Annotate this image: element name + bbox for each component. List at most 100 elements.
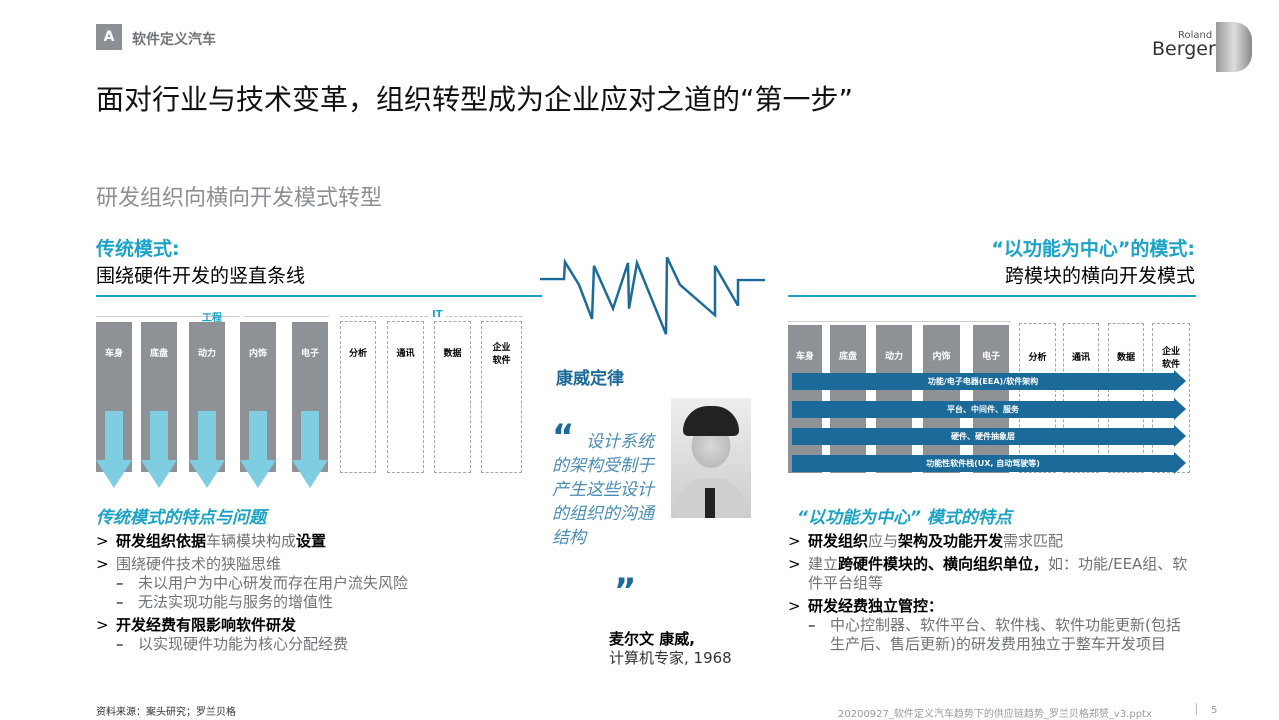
section-label: 软件定义汽车 (132, 32, 216, 48)
list-item: 研发经费独立管控： (788, 597, 1193, 616)
column-label: 动力 (884, 352, 903, 362)
group-it-label: IT (429, 309, 446, 320)
quote-text: 设计系统的架构受制于产生这些设计的组织的沟通结构 (552, 430, 656, 550)
list-item-text: 需求匹配 (1003, 532, 1064, 550)
it-column: 企业 软件 (1152, 323, 1190, 473)
eng-column: 动力 (876, 325, 912, 473)
bar-label: 功能/电子电器(EEA)/软件架构 (927, 377, 1039, 386)
horizontal-arrow-bar: 硬件、硬件抽象层 (792, 425, 1186, 447)
open-quote-icon: “ (552, 417, 575, 457)
column-label: 内饰 (932, 352, 951, 362)
left-heading: 传统模式: (96, 238, 180, 260)
footer-divider (1196, 703, 1197, 715)
list-item: 无法实现功能与服务的增值性 (96, 593, 516, 612)
it-column: 数据 (434, 321, 471, 473)
it-column: 通讯 (1063, 323, 1099, 473)
column-label: 分析 (348, 349, 367, 359)
group-eng-label: 工程 (202, 313, 222, 324)
list-item-text: 研发组织依据 (116, 532, 207, 550)
down-arrow-shaft (198, 411, 216, 461)
it-column: 企业 软件 (481, 321, 522, 473)
column-label: 车身 (795, 352, 814, 362)
bar-label: 硬件、硬件抽象层 (951, 432, 1015, 441)
list-item-text: 车辆模块构成 (206, 532, 297, 550)
eng-line (788, 321, 1011, 322)
left-divider (96, 295, 542, 297)
logo: Roland Berger (1150, 22, 1254, 72)
list-item: 中心控制器、软件平台、软件栈、软件功能更新(包括生产后、售后更新)的研发费用独立… (788, 616, 1193, 654)
list-item: 研发组织依据车辆模块构成设置 (96, 532, 516, 551)
down-arrow-icon (292, 460, 328, 488)
eng-line (244, 316, 329, 317)
column-label: 企业 软件 (492, 343, 511, 366)
column-label: 通讯 (1071, 353, 1090, 363)
column-label: 动力 (197, 349, 216, 359)
horizontal-arrow-bar: 功能性软件栈(UX, 自动驾驶等) (792, 452, 1186, 474)
logo-b-mark (1216, 22, 1252, 72)
column-label: 电子 (981, 352, 1000, 362)
page-title: 面对行业与技术变革，组织转型成为企业应对之道的“第一步” (96, 83, 854, 116)
down-arrow-shaft (249, 411, 267, 461)
list-item-text: 跨硬件模块的、横向组织单位， (838, 555, 1049, 573)
list-item-text: 研发经费独立管控： (808, 597, 944, 615)
column-label: 通讯 (396, 349, 415, 359)
eng-line (96, 316, 240, 317)
source-note: 资料来源：案头研究；罗兰贝格 (96, 707, 236, 718)
column-label: 内饰 (248, 349, 267, 359)
list-item-text: 无法实现功能与服务的增值性 (138, 593, 334, 611)
right-heading: “以功能为中心”的模式: (991, 238, 1195, 260)
list-item: 建立跨硬件模块的、横向组织单位，如：功能/EEA组、软件平台组等 (788, 555, 1193, 593)
eng-column: 电子 (973, 325, 1009, 473)
horizontal-arrow-bar: 功能/电子电器(EEA)/软件架构 (792, 370, 1186, 392)
right-features-list: 研发组织应与架构及功能开发需求匹配建立跨硬件模块的、横向组织单位，如：功能/EE… (788, 532, 1193, 654)
right-divider (788, 295, 1196, 297)
list-item: 围绕硬件技术的狭隘思维 (96, 555, 516, 574)
close-quote-icon: ” (614, 571, 637, 611)
list-item-text: 建立 (808, 555, 839, 573)
law-title: 康威定律 (556, 369, 624, 389)
portrait (671, 398, 751, 518)
list-item: 开发经费有限影响软件研发 (96, 616, 516, 635)
horizontal-arrow-bar: 平台、中间件、服务 (792, 398, 1186, 420)
list-item: 研发组织应与架构及功能开发需求匹配 (788, 532, 1193, 551)
list-item-text: 中心控制器、软件平台、软件栈、软件功能更新(包括生产后、售后更新)的研发费用独立… (830, 616, 1181, 653)
page-subtitle: 研发组织向横向开发模式转型 (96, 186, 383, 211)
list-item-text: 架构及功能开发 (898, 532, 1004, 550)
list-item: 以实现硬件功能为核心分配经费 (96, 635, 516, 654)
down-arrow-shaft (105, 411, 123, 461)
down-arrow-icon (189, 460, 225, 488)
section-badge: A (96, 24, 122, 50)
left-features-title: 传统模式的特点与问题 (96, 508, 266, 528)
eng-column: 车身 (788, 325, 822, 473)
list-item-text: 以实现硬件功能为核心分配经费 (138, 635, 349, 653)
author-desc: 计算机专家, 1968 (609, 649, 732, 667)
left-subheading: 围绕硬件开发的竖直条线 (96, 265, 306, 287)
down-arrow-icon (96, 460, 132, 488)
left-features-list: 研发组织依据车辆模块构成设置围绕硬件技术的狭隘思维未以用户为中心研发而存在用户流… (96, 532, 516, 654)
column-label: 分析 (1028, 353, 1047, 363)
it-column: 分析 (1019, 323, 1056, 473)
file-name: 20200927_软件定义汽车趋势下的供应链趋势_罗兰贝格郑赟_v3.pptx (838, 709, 1152, 720)
column-label: 数据 (1116, 353, 1135, 363)
column-label: 车身 (104, 349, 123, 359)
it-column: 数据 (1108, 323, 1144, 473)
eng-column: 内饰 (923, 325, 960, 473)
down-arrow-icon (240, 460, 276, 488)
logo-small: Roland (1178, 30, 1213, 41)
column-label: 底盘 (838, 352, 857, 362)
zigzag-icon (540, 256, 765, 335)
list-item-text: 设置 (296, 532, 327, 550)
list-item: 未以用户为中心研发而存在用户流失风险 (96, 574, 516, 593)
list-item-text: 开发经费有限影响软件研发 (116, 616, 297, 634)
down-arrow-shaft (301, 411, 319, 461)
quote-body: 设计系统的架构受制于产生这些设计的组织的沟通结构 (552, 432, 654, 548)
right-subheading: 跨模块的横向开发模式 (1004, 265, 1195, 287)
down-arrow-icon (141, 460, 177, 488)
column-label: 数据 (443, 349, 462, 359)
it-column: 通讯 (387, 321, 424, 473)
it-column: 分析 (340, 321, 376, 473)
list-item-text: 应与 (868, 532, 899, 550)
eng-column: 底盘 (830, 325, 866, 473)
down-arrow-shaft (150, 411, 168, 461)
right-features-title: “以功能为中心” 模式的特点 (797, 508, 1012, 528)
